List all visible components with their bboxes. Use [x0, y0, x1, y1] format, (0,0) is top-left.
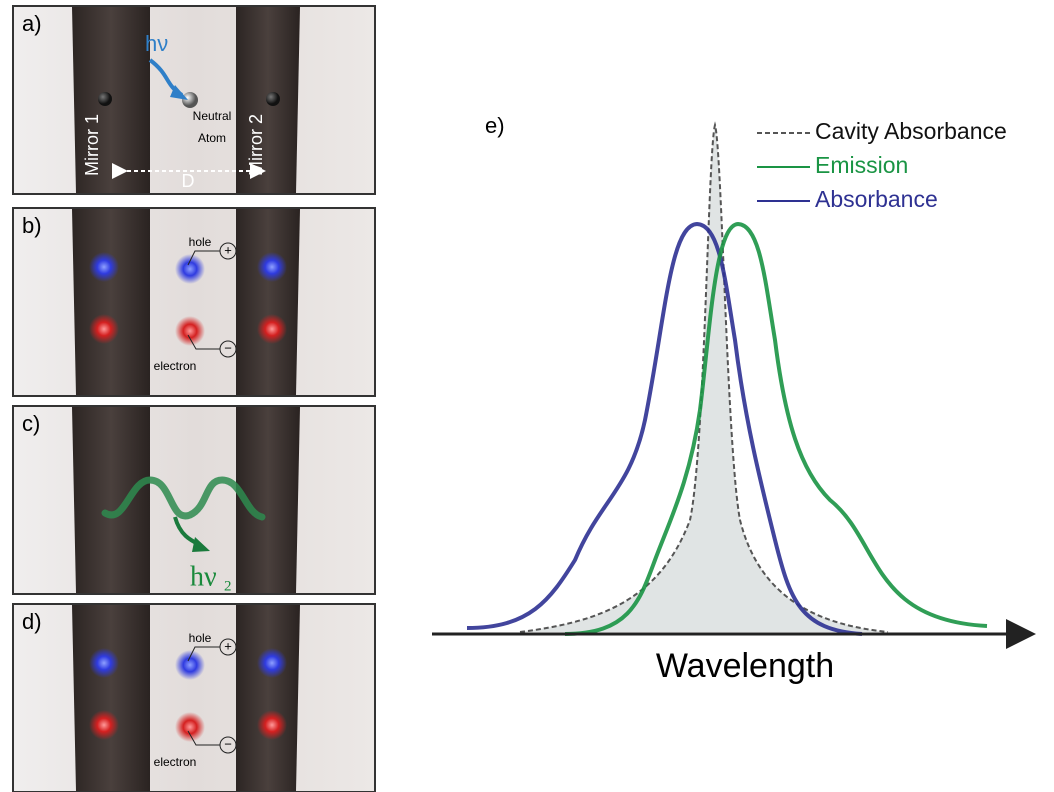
legend-label: Cavity Absorbance	[815, 118, 1007, 144]
electron-leader	[187, 730, 220, 746]
hole-glow	[257, 252, 287, 282]
hole-glow	[89, 252, 119, 282]
photon-subscript: 2	[224, 578, 232, 594]
x-axis-label: Wavelength	[656, 647, 834, 685]
electron-sign: −	[224, 340, 232, 355]
mirror	[72, 407, 150, 593]
sign-circle	[219, 242, 237, 260]
photon-arrowhead	[170, 85, 188, 100]
electron-glow	[89, 314, 119, 344]
electron-label: electron	[154, 359, 197, 373]
mirror	[72, 605, 150, 791]
emission-curve	[564, 221, 988, 636]
panel-label: b)	[22, 213, 42, 238]
mirror	[236, 209, 300, 395]
sign-circle	[219, 736, 237, 754]
hole-leader	[187, 250, 220, 266]
electron-glow	[257, 710, 287, 740]
mirror-label: Mirror 2	[246, 114, 266, 176]
mirror-label: Mirror 1	[82, 114, 102, 176]
electron-sign: −	[224, 736, 232, 751]
panel: a) hν Neutral Atom Mirror 1 Mirror 2 D	[12, 5, 376, 195]
panel-label: c)	[22, 411, 40, 436]
panel: c) hν 2	[12, 405, 376, 595]
hole-sign: +	[224, 242, 232, 257]
mirror	[236, 605, 300, 791]
distance-label: D	[182, 171, 195, 191]
sign-circle	[219, 638, 237, 656]
legend-label: Emission	[815, 152, 908, 178]
hole-label: hole	[189, 631, 212, 645]
hole-glow	[175, 650, 205, 680]
panel-background	[12, 207, 376, 397]
hole-label: hole	[189, 235, 212, 249]
electron-glow	[257, 314, 287, 344]
absorbance-curve	[466, 221, 863, 636]
photon-label: hν	[190, 561, 217, 592]
photon-arrowhead	[192, 537, 210, 552]
hole-glow	[89, 648, 119, 678]
panel-label: a)	[22, 11, 42, 36]
atom-label: Neutral	[193, 109, 232, 123]
electron-glow	[175, 712, 205, 742]
sign-circle	[219, 340, 237, 358]
panel: d) hole + electron −	[12, 603, 376, 792]
hole-sign: +	[224, 638, 232, 653]
hole-leader	[187, 646, 220, 662]
standing-wave	[101, 476, 266, 521]
neutral-atom	[182, 92, 198, 108]
mirror	[236, 407, 300, 593]
electron-glow	[175, 316, 205, 346]
panel-label: e)	[485, 113, 505, 138]
electron-glow	[89, 710, 119, 740]
electron-label: electron	[154, 755, 197, 769]
panel: b) hole + electron −	[12, 207, 376, 397]
mirror-atom	[98, 92, 112, 106]
photon-label: hν	[145, 31, 168, 56]
hole-glow	[175, 254, 205, 284]
atom-label: Atom	[198, 131, 226, 145]
legend-label: Absorbance	[815, 186, 938, 212]
electron-leader	[187, 334, 220, 350]
panel-label: d)	[22, 609, 42, 634]
mirror	[72, 209, 150, 395]
mirror-atom	[266, 92, 280, 106]
hole-glow	[257, 648, 287, 678]
